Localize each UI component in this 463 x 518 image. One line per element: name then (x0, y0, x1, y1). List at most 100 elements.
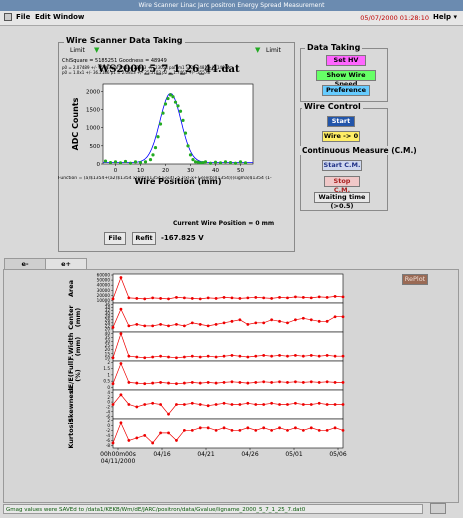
series-point (159, 354, 162, 358)
stop-cm-button[interactable]: Stop C.M. (324, 176, 360, 194)
status-bar: Gmag values were SAVEd to /data1/KEKB/Wm… (3, 504, 423, 514)
y-tick-label: 28 (105, 314, 111, 319)
series-point (190, 321, 194, 325)
preference-button[interactable]: Preference (322, 85, 370, 96)
series-point (270, 318, 274, 322)
series-point (175, 382, 178, 386)
series-point (182, 403, 186, 406)
y-tick-label: 1000 (86, 126, 100, 132)
series-point (167, 431, 170, 435)
series-point (317, 401, 321, 405)
menu-help[interactable]: Help ▾ (433, 13, 457, 21)
series-point (222, 296, 226, 299)
series-point (230, 428, 234, 432)
data-point (166, 96, 170, 101)
limit-left-icon: ▼ (94, 46, 100, 54)
series-point (301, 381, 305, 384)
series-point (286, 354, 289, 358)
x-axis-label: Wire Position (mm) (134, 177, 221, 186)
x-tick-label: 10 (137, 168, 144, 174)
series-point (111, 441, 115, 445)
series-label: Center (67, 304, 75, 329)
replot-button[interactable]: RePlot (402, 274, 428, 285)
series-point (230, 319, 234, 323)
series-point (143, 433, 147, 437)
series-point (111, 382, 115, 386)
series-point (111, 297, 115, 301)
waiting-time-button[interactable]: Waiting time (>0.5) (314, 192, 370, 210)
file-button[interactable]: File (104, 232, 126, 245)
series-point (262, 321, 266, 325)
series-point (175, 356, 178, 360)
series-label: Skewness (67, 386, 75, 422)
data-point (196, 160, 200, 164)
x-tick-label: 30 (187, 168, 194, 174)
y-tick-label: 0 (107, 400, 110, 405)
series-point (222, 401, 226, 405)
data-point (123, 159, 128, 164)
data-point (223, 160, 228, 164)
y-tick-label: 1 (107, 372, 110, 377)
start-button[interactable]: Start (327, 116, 355, 127)
series-point (214, 297, 218, 300)
series-point (301, 296, 305, 299)
y-axis-label: ADC Counts (71, 97, 80, 150)
series-point (119, 332, 123, 336)
series-point (262, 426, 266, 430)
menu-file[interactable]: File (16, 13, 31, 21)
series-point (341, 295, 345, 299)
set-hv-button[interactable]: Set HV (326, 55, 366, 66)
y-tick-label: 20 (105, 347, 111, 352)
series-point (119, 307, 123, 311)
series-point (254, 296, 258, 299)
series-point (294, 353, 297, 357)
menu-window[interactable]: Window (53, 13, 85, 21)
series-point (230, 380, 234, 384)
series-point (214, 322, 218, 326)
series-point (206, 404, 210, 408)
data-point (103, 159, 108, 163)
y-tick-label: 26 (105, 317, 111, 322)
series-point (111, 403, 115, 406)
series-point (190, 297, 194, 300)
x-tick-label: 50 (237, 168, 244, 174)
series-point (309, 296, 313, 300)
wire-scanner-title: Wire Scanner Data Taking (64, 36, 185, 45)
series-point (301, 403, 305, 406)
series-point (278, 319, 281, 323)
series-point (198, 403, 202, 406)
series-point (325, 403, 329, 406)
series-point (151, 296, 155, 300)
series-label: (%) (74, 369, 82, 381)
series-point (309, 318, 313, 322)
y-tick-label: 2 (107, 418, 110, 423)
series-point (127, 381, 131, 384)
data-point (193, 160, 198, 164)
series-point (119, 276, 123, 279)
series-point (206, 426, 210, 430)
menu-edit[interactable]: Edit (35, 13, 51, 21)
series-point (159, 322, 162, 326)
data-point (163, 102, 168, 106)
series-point (214, 428, 218, 432)
data-point (191, 158, 195, 162)
y-tick-label: 60000 (97, 273, 111, 278)
series-point (151, 355, 155, 359)
data-point (188, 153, 193, 157)
status-clear-button[interactable] (430, 503, 446, 514)
series-point (317, 319, 321, 323)
series-point (182, 296, 186, 300)
limit-left-label: Limit (70, 47, 85, 54)
data-point (118, 161, 123, 165)
wire-zero-button[interactable]: Wire -> 0 (322, 131, 360, 142)
series-point (190, 428, 194, 432)
start-cm-button[interactable]: Start C.M. (322, 160, 362, 171)
series-label: F.Width (67, 332, 75, 360)
series-point (175, 296, 178, 299)
series-point (301, 354, 305, 358)
app-menu-icon[interactable] (4, 13, 12, 23)
show-wire-speed-button[interactable]: Show Wire Speed (316, 70, 376, 88)
series-point (278, 426, 281, 430)
refit-button[interactable]: Refit (132, 232, 156, 245)
data-point (228, 160, 233, 165)
